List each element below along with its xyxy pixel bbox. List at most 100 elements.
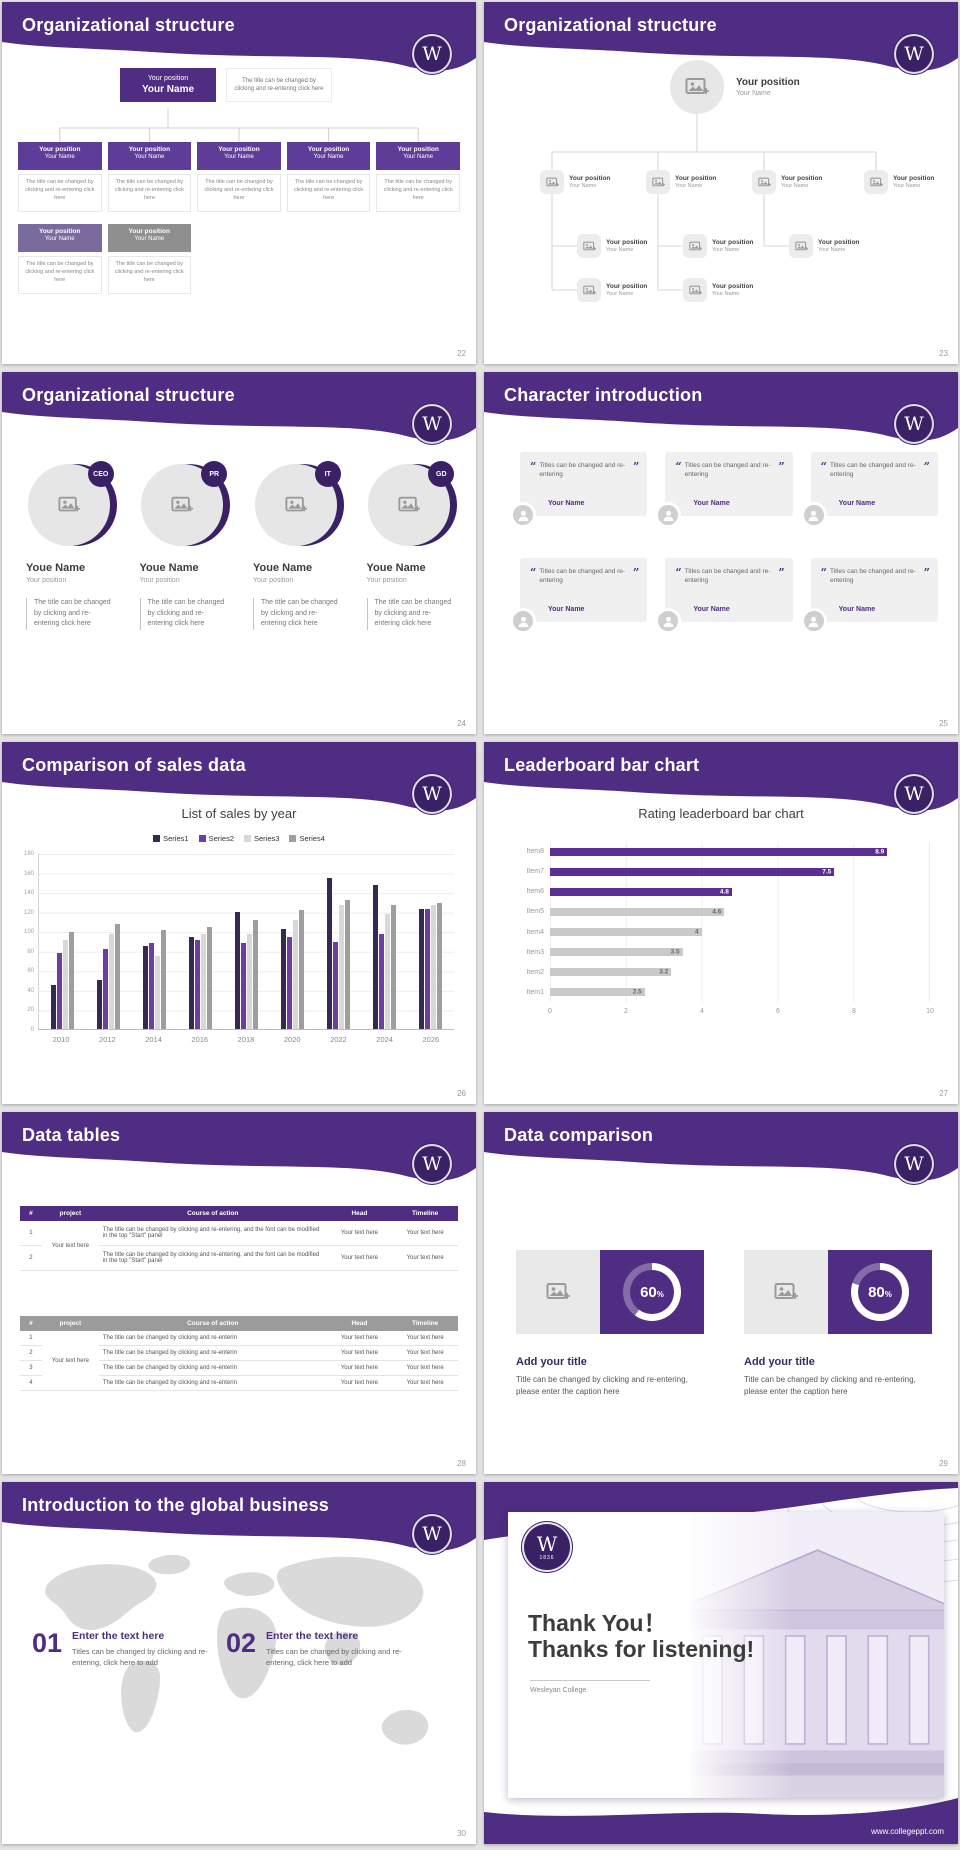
header-wave [484, 372, 958, 441]
image-placeholder-glyph [545, 177, 559, 186]
character-card: “Titles can be changed and re-entering ” Y… [655, 452, 793, 528]
org-chart-item: Your position Your Name The title can be c… [286, 142, 371, 212]
bar [240, 943, 246, 1029]
cell-number: 3 [20, 1360, 42, 1376]
character-grid: “ Titles can be changed and re-entering ” Y… [510, 452, 938, 634]
bar [246, 933, 252, 1029]
org-node-name: Your Name [606, 291, 634, 297]
cell-head: Your text here [326, 1245, 393, 1271]
bar: 3.5 [550, 948, 683, 957]
org-position-box: Your position Your Name [197, 142, 281, 170]
column-header: project [41, 1206, 99, 1221]
person-desc: The title can be changed by clicking and… [26, 598, 114, 630]
comparison-row: 60% Add your title Title can be changed by… [516, 1250, 932, 1398]
bar [68, 931, 74, 1029]
item-title: Enter the text here [266, 1630, 359, 1642]
y-tick-label: 0 [30, 1027, 34, 1033]
bar-value: 8.9 [875, 848, 885, 855]
slide-title: Introduction to the global business [22, 1495, 329, 1515]
header-wave [2, 372, 476, 441]
column-header: Head [326, 1206, 393, 1221]
legend-swatch [289, 835, 297, 842]
org-box-name: Your Name [403, 154, 434, 160]
legend-label: Series1 [163, 834, 189, 843]
user-glyph [518, 616, 528, 627]
slide-29-data-comparison[interactable]: Data comparison W 60% Add your title Title… [484, 1112, 958, 1474]
image-placeholder-glyph [582, 285, 596, 294]
item-text: Enter the text here Titles can be changed… [72, 1630, 210, 1669]
slide-24-org-structure[interactable]: Organizational structure W CEO Youe Name Y… [2, 372, 476, 734]
cell-head: Your text here [326, 1360, 393, 1376]
image-placeholder-glyph [582, 241, 596, 250]
lb-plot: 8.9 7.5 4.8 4.6 4 3.5 3.2 2.5 [550, 842, 930, 1002]
data-table: # project Course of action Head Timeline 1 You… [20, 1206, 458, 1271]
org-box-position: Your position [397, 146, 439, 153]
college-name: Wesleyan College [530, 1687, 587, 1694]
cell-number: 1 [20, 1221, 42, 1246]
org-tree-node: Your position Your Name [683, 234, 753, 258]
slide-26-sales-chart[interactable]: Comparison of sales data W List of sales… [2, 742, 476, 1104]
bar [379, 933, 385, 1029]
slide-title: Character introduction [504, 385, 703, 405]
position-badge: GD [428, 461, 455, 487]
item-desc: Titles can be changed by clicking and re… [266, 1647, 402, 1668]
college-logo: W [896, 406, 932, 442]
image-placeholder-glyph [794, 241, 808, 250]
table-header-row: # project Course of action Head Timeline [20, 1316, 458, 1331]
table-body: 1 Your text here The title can be changed … [20, 1331, 458, 1391]
thankyou-line2: Thanks for listening! [528, 1636, 755, 1662]
legend-item: Series2 [198, 834, 234, 843]
close-quote-icon: ” [778, 566, 785, 579]
legend-swatch [198, 835, 206, 842]
quote-text: Titles can be changed and re-entering [829, 568, 916, 585]
logo-letter: W [422, 412, 442, 435]
org-level2-row: Your position Your Name The title can be c… [18, 224, 191, 294]
panel-title: Add your title [516, 1356, 587, 1368]
open-quote-icon: “ [530, 566, 537, 579]
slide-22-org-structure[interactable]: Organizational structure W Your position… [2, 2, 476, 364]
slide-title: Comparison of sales data [22, 755, 246, 775]
bar-value: 7.5 [822, 868, 832, 876]
image-placeholder-icon [670, 60, 724, 114]
college-logo: W [896, 1146, 932, 1182]
slide-thank-you[interactable]: W 1836 Thank You！ Thanks for listening! … [484, 1482, 958, 1844]
cell-project: Your text here [41, 1221, 99, 1271]
bar [148, 943, 154, 1029]
bar: 8.9 [550, 847, 888, 856]
college-logo: W [414, 776, 450, 812]
bar [102, 949, 108, 1029]
divider [530, 1680, 650, 1681]
person-photo: IT [254, 461, 344, 546]
column-header: Head [326, 1316, 393, 1331]
org-tree-node: Your position Your Name [577, 234, 647, 258]
org-node-position: Your position [569, 175, 611, 182]
x-tick-label: 2020 [283, 1035, 301, 1044]
bar-label: Item3 [526, 948, 544, 956]
bar [114, 924, 120, 1029]
slide-28-data-tables[interactable]: Data tables W # project Course of action He… [2, 1112, 476, 1474]
org-node-position: Your position [781, 175, 823, 182]
slide-25-character-introduction[interactable]: Character introduction W “ Titles can be … [484, 372, 958, 734]
org-chart-item: Your position Your Name The title can be c… [18, 142, 102, 212]
person-photo: PR [141, 461, 231, 546]
bar [62, 939, 68, 1029]
org-box-desc: The title can be changed by clicking and… [18, 256, 102, 294]
character-name: Your Name [693, 500, 730, 507]
org-position-box: Your position Your Name [18, 142, 102, 170]
logo-letter: W [422, 782, 442, 805]
cell-timeline: Your text here [392, 1345, 458, 1361]
bar-value: 4.6 [712, 908, 722, 916]
bar [96, 980, 102, 1029]
org-node-text: Your position Your Name [893, 175, 934, 189]
org-node-text: Your position Your Name [712, 239, 753, 253]
person-name: Youe Name [253, 562, 313, 574]
slide-30-global-business[interactable]: Introduction to the global business W 01… [2, 1482, 476, 1844]
legend-swatch [244, 835, 251, 842]
org-node-position: Your position [818, 239, 860, 246]
header-wave [2, 1482, 476, 1551]
slide-27-leaderboard-chart[interactable]: Leaderboard bar chart W Rating leaderboa… [484, 742, 958, 1104]
person-card: GD Youe Name Your position The title can be… [357, 461, 463, 630]
person-position: Your position [139, 577, 180, 584]
slide-23-org-structure[interactable]: Organizational structure W Your position… [484, 2, 958, 364]
